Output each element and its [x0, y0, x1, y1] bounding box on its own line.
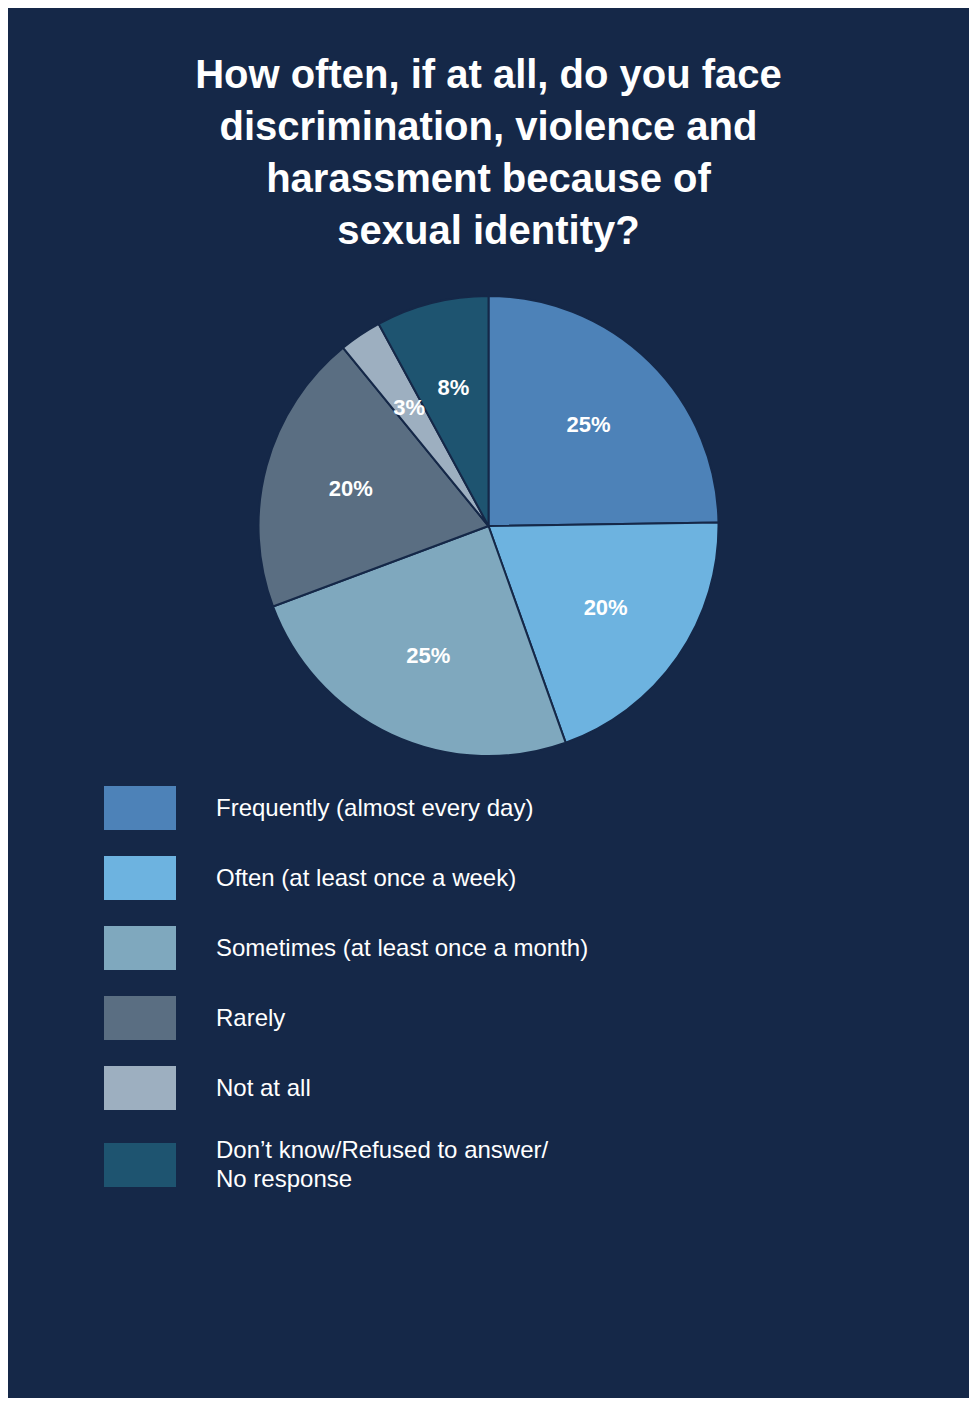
html-text:How often, if at all, do you f: How often, if at all, do you face discri… [195, 52, 782, 252]
html-text:Not at all: Not at all [216, 1073, 311, 1101]
html-text:Sometimes (at least once a mon: Sometimes (at least once a month) [216, 933, 589, 961]
svg-text:8%: 8% [437, 375, 469, 400]
svg-text:20%: 20% [329, 476, 373, 501]
svg-text:3%: 3% [393, 395, 425, 420]
svg-text:25%: 25% [406, 643, 450, 668]
html-text:Frequently (almost every day): Frequently (almost every day) [216, 793, 534, 821]
html-text:Rarely: Rarely [216, 1003, 286, 1031]
svg-text:20%: 20% [584, 595, 628, 620]
html-text:Don’t know/Refused to answer/: Don’t know/Refused to answer/ No respons… [216, 1136, 549, 1192]
html-text:Often (at least once a week): Often (at least once a week) [216, 863, 517, 891]
svg-text:25%: 25% [567, 412, 611, 437]
